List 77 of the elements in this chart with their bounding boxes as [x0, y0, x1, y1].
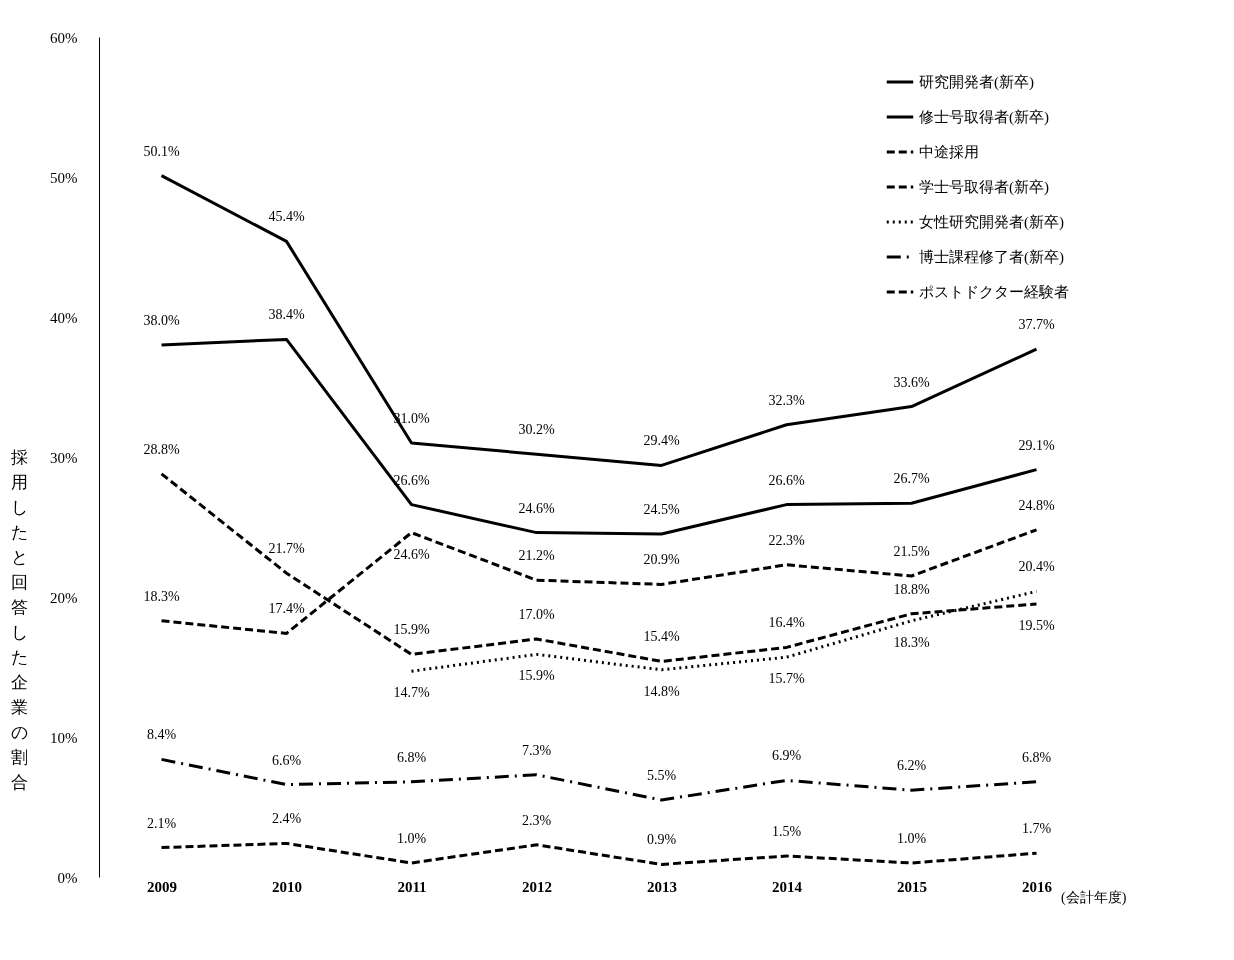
data-label: 33.6% [893, 374, 930, 390]
data-label: 6.8% [1021, 749, 1052, 765]
data-label: 26.6% [768, 472, 805, 488]
x-tick-label: 2014 [772, 878, 803, 895]
data-label: 28.8% [143, 441, 180, 457]
data-label: 24.6% [393, 546, 430, 562]
data-label: 26.6% [393, 472, 430, 488]
data-label: 20.4% [1018, 559, 1055, 575]
x-tick-label: 2009 [147, 878, 177, 895]
data-label: 0.9% [646, 832, 677, 848]
data-label: 2.1% [146, 815, 177, 831]
data-label: 24.8% [1018, 497, 1055, 513]
x-tick-label: 2010 [272, 878, 302, 895]
data-label: 21.2% [518, 548, 555, 564]
y-tick-label: 40% [50, 309, 78, 326]
data-label: 17.4% [268, 601, 305, 617]
y-tick-label: 10% [50, 729, 78, 746]
legend-label: 研究開発者(新卒) [919, 74, 1034, 91]
data-label: 20.9% [643, 552, 680, 568]
data-label: 24.6% [518, 500, 555, 516]
x-tick-label: 2011 [397, 878, 427, 895]
data-label: 24.5% [643, 502, 680, 517]
x-tick-label: 2012 [522, 878, 552, 895]
data-label: 45.4% [268, 209, 305, 225]
data-label: 16.4% [768, 615, 805, 631]
data-label: 6.2% [896, 758, 927, 774]
data-label: 22.3% [768, 532, 805, 548]
data-label: 18.8% [893, 581, 930, 597]
data-label: 18.3% [143, 588, 180, 604]
data-label: 30.2% [518, 422, 555, 438]
data-label: 38.0% [143, 313, 180, 328]
legend-label: 中途採用 [919, 144, 979, 160]
data-label: 29.1% [1018, 437, 1055, 453]
data-label: 2.4% [271, 811, 302, 827]
data-label: 6.9% [771, 748, 802, 764]
y-tick-label: 30% [50, 449, 78, 466]
x-tick-label: 2013 [647, 878, 677, 895]
data-label: 7.3% [521, 742, 552, 758]
data-label: 1.5% [771, 824, 802, 839]
data-label: 18.3% [893, 634, 930, 650]
y-tick-label: 0% [57, 869, 78, 886]
data-label: 8.4% [146, 727, 177, 743]
data-label: 15.9% [518, 668, 555, 684]
data-label: 1.7% [1021, 821, 1052, 837]
data-label: 1.0% [896, 831, 927, 846]
legend-label: 女性研究開発者(新卒) [919, 214, 1064, 231]
legend-label: 博士課程修了者(新卒) [919, 249, 1064, 266]
data-label: 26.7% [893, 471, 930, 487]
data-label: 6.8% [396, 749, 427, 765]
data-label: 15.7% [768, 671, 805, 687]
x-tick-label: 2015 [897, 878, 927, 895]
data-label: 14.7% [393, 685, 430, 701]
data-label: 32.3% [768, 392, 805, 408]
text: 採用したと回答した企業の割合 [11, 447, 28, 792]
data-label: 1.0% [396, 831, 427, 846]
data-label: 6.6% [271, 752, 302, 768]
data-label: 29.4% [643, 433, 680, 449]
data-label: 14.8% [643, 683, 680, 699]
data-label: 15.9% [393, 622, 430, 638]
data-label: 2.3% [521, 812, 552, 828]
y-tick-label: 50% [50, 169, 78, 186]
data-label: 21.7% [268, 541, 305, 557]
legend-label: 修士号取得者(新卒) [919, 109, 1049, 126]
x-tick-label: 2016 [1022, 878, 1053, 895]
x-axis-title: (会計年度) [1061, 889, 1127, 906]
data-label: 17.0% [518, 607, 555, 622]
legend-label: 学士号取得者(新卒) [919, 179, 1049, 196]
data-label: 50.1% [143, 143, 180, 159]
y-tick-label: 20% [50, 589, 78, 606]
y-tick-label: 60% [50, 29, 78, 46]
data-label: 19.5% [1018, 618, 1055, 633]
data-label: 38.4% [268, 307, 305, 323]
legend-label: ポストドクター経験者 [919, 284, 1069, 300]
data-label: 21.5% [893, 544, 930, 559]
data-label: 15.4% [643, 629, 680, 645]
data-label: 37.7% [1018, 317, 1055, 333]
data-label: 5.5% [646, 768, 677, 783]
